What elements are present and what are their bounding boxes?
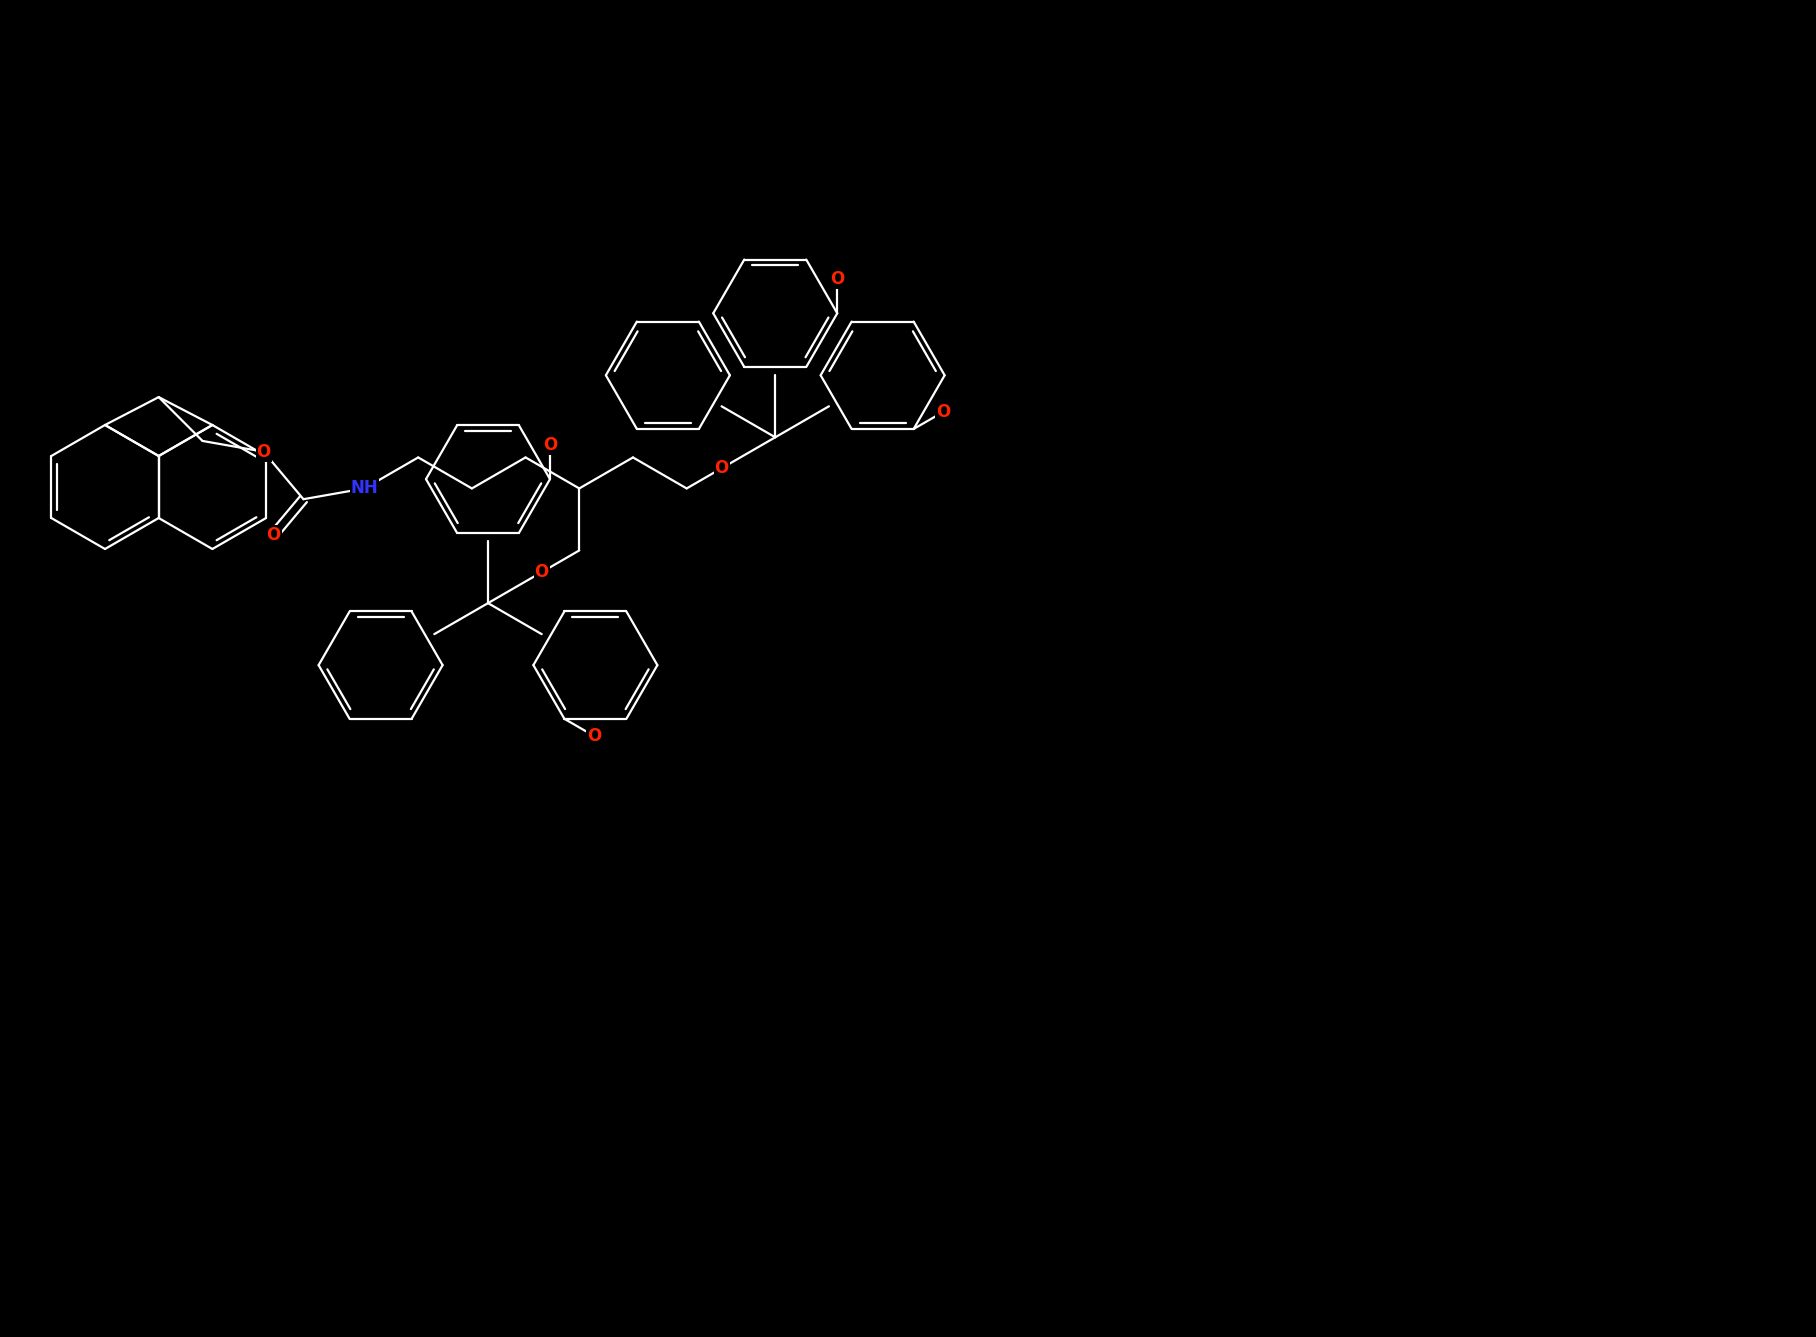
Text: O: O — [267, 525, 281, 544]
Text: O: O — [714, 460, 728, 477]
Text: O: O — [830, 270, 844, 289]
Text: NH: NH — [350, 480, 378, 497]
Text: O: O — [256, 443, 271, 461]
Text: O: O — [534, 563, 548, 582]
Text: O: O — [935, 402, 950, 421]
Text: O: O — [543, 436, 558, 455]
Text: O: O — [587, 727, 601, 745]
